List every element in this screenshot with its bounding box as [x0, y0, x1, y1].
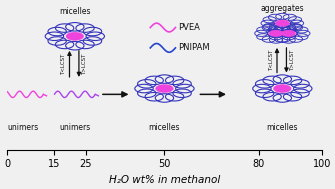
Text: micelles: micelles	[149, 123, 180, 132]
Text: aggregates: aggregates	[261, 4, 304, 13]
Text: T<LCST: T<LCST	[269, 50, 274, 71]
Text: T>LCST: T>LCST	[82, 53, 87, 74]
Text: T>LCST: T>LCST	[289, 50, 294, 71]
Circle shape	[269, 30, 283, 37]
Text: T<LCST: T<LCST	[61, 53, 66, 74]
X-axis label: H₂O wt% in methanol: H₂O wt% in methanol	[109, 175, 220, 185]
Text: PNIPAM: PNIPAM	[179, 43, 210, 52]
Text: unimers: unimers	[7, 123, 39, 132]
Text: unimers: unimers	[59, 123, 90, 132]
Text: micelles: micelles	[59, 7, 90, 16]
Circle shape	[275, 20, 289, 26]
Circle shape	[66, 32, 84, 40]
Circle shape	[156, 84, 173, 93]
Text: micelles: micelles	[267, 123, 298, 132]
Circle shape	[274, 84, 291, 93]
Text: PVEA: PVEA	[179, 23, 200, 32]
Circle shape	[282, 30, 296, 37]
